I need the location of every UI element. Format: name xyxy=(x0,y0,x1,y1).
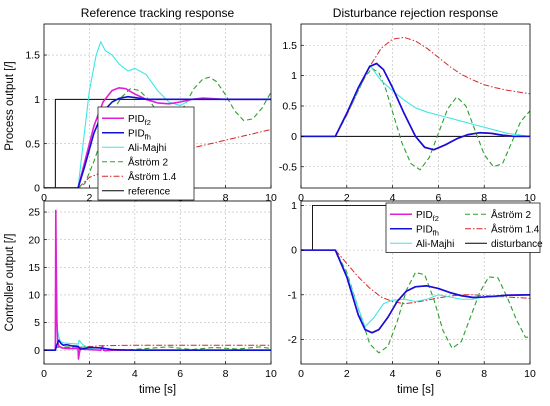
x-tick-label: 2 xyxy=(86,192,92,204)
y-tick-label: 0.5 xyxy=(282,101,297,113)
x-tick-label: 10 xyxy=(265,368,277,380)
panel-bl: 0 2 4 6 8 10 0 5 10 15 20 25 time [s] Controller outp… xyxy=(4,200,277,396)
y-tick-label: 25 xyxy=(28,207,40,219)
x-tick-label: 4 xyxy=(390,192,396,204)
plot-frame xyxy=(300,200,531,365)
x-tick-label: 8 xyxy=(223,368,229,380)
series-astrom2 xyxy=(44,346,271,351)
legend-subscript: fh xyxy=(145,132,151,141)
y-tick-label: -0.5 xyxy=(279,161,297,173)
series-astrom2 xyxy=(301,249,530,354)
x-tick-label: 10 xyxy=(524,368,536,380)
y-tick-label: 1 xyxy=(34,94,40,106)
series-group xyxy=(44,209,271,360)
x-tick-label: 6 xyxy=(435,192,441,204)
panel-title: Disturbance rejection response xyxy=(333,6,499,20)
legend-label-astrom14: Åström 1.4 xyxy=(128,170,177,183)
series-pidfh xyxy=(44,95,271,188)
y-tick-label: 20 xyxy=(28,234,40,246)
series-astrom14 xyxy=(44,129,271,188)
x-tick-label: 2 xyxy=(86,368,92,380)
series-pidfh xyxy=(301,62,530,151)
x-axis-label: time [s] xyxy=(397,384,434,396)
legend-label-astrom2: Åström 2 xyxy=(128,155,168,168)
x-tick-label: 2 xyxy=(344,192,350,204)
legend-subscript: f2 xyxy=(433,214,439,223)
x-tick-label: 0 xyxy=(298,368,304,380)
series-astrom14 xyxy=(301,36,530,137)
x-tick-label: 10 xyxy=(524,192,536,204)
series-pidf2 xyxy=(301,249,530,334)
series-group xyxy=(301,36,530,171)
x-tick-label: 4 xyxy=(132,368,138,380)
legend-label-pidf2: PIDf2 xyxy=(416,210,439,223)
x-tick-label: 10 xyxy=(265,192,277,204)
y-axis-label: Process output [/] xyxy=(4,61,16,151)
legend-subscript: fh xyxy=(433,228,439,237)
panel-br: 0 2 4 6 8 10 -2 -1 0 1 time [s] PIDf2 Åström 2 PIDfh Å… xyxy=(288,200,543,396)
y-tick-label: 1 xyxy=(291,200,297,212)
panel-title: Reference tracking response xyxy=(81,6,235,20)
x-tick-label: 0 xyxy=(41,368,47,380)
x-tick-label: 6 xyxy=(177,368,183,380)
x-tick-label: 2 xyxy=(344,368,350,380)
y-tick-label: 5 xyxy=(34,317,40,329)
y-tick-label: -1 xyxy=(288,289,297,301)
x-tick-label: 8 xyxy=(481,368,487,380)
series-astrom2 xyxy=(301,67,530,171)
y-tick-label: 1 xyxy=(291,70,297,82)
series-ali xyxy=(301,249,530,328)
series-astrom14 xyxy=(301,249,530,305)
series-pidfh xyxy=(44,339,271,351)
y-tick-label: 0.5 xyxy=(25,138,40,150)
legend-label-astrom14: Åström 1.4 xyxy=(491,222,540,235)
legend-box xyxy=(385,202,541,253)
legend-box xyxy=(97,106,195,201)
y-tick-label: 10 xyxy=(28,290,40,302)
legend-label-ali: Ali-Majhi xyxy=(416,239,454,250)
x-tick-label: 8 xyxy=(223,192,229,204)
x-axis-label: time [s] xyxy=(139,384,176,396)
legend-label-astrom2: Åström 2 xyxy=(491,208,531,221)
x-tick-label: 8 xyxy=(481,192,487,204)
y-axis-label: Controller output [/] xyxy=(4,234,16,332)
series-ali xyxy=(301,64,530,137)
y-tick-label: 0 xyxy=(291,245,297,257)
y-tick-label: -2 xyxy=(288,334,297,346)
series-pidfh xyxy=(301,249,530,334)
x-tick-label: 0 xyxy=(41,192,47,204)
x-tick-label: 6 xyxy=(435,368,441,380)
legend-label-pidfh: PIDfh xyxy=(128,128,151,141)
panel-tr: 0 2 4 6 8 10 -0.5 0 0.5 1 1.5 Disturbance rejection… xyxy=(279,6,536,204)
y-tick-label: 15 xyxy=(28,262,40,274)
legend-label-pidf2: PIDf2 xyxy=(128,114,151,127)
series-pidf2 xyxy=(44,209,271,360)
y-tick-label: 1.5 xyxy=(282,40,297,52)
series-ali xyxy=(44,291,271,351)
legend-label-ref: disturbance xyxy=(491,239,543,250)
x-tick-label: 0 xyxy=(298,192,304,204)
legend-label-ali: Ali-Majhi xyxy=(128,143,166,154)
plot-frame xyxy=(43,200,272,365)
legend-label-pidfh: PIDfh xyxy=(416,224,439,237)
legend: PIDf2 Åström 2 PIDfh Åström 1.4 Ali-Majhi dis… xyxy=(385,202,543,253)
plot-frame xyxy=(300,23,531,189)
y-tick-label: 0 xyxy=(34,183,40,195)
x-tick-label: 4 xyxy=(390,368,396,380)
y-tick-label: 0 xyxy=(291,131,297,143)
legend-label-ref: reference xyxy=(128,186,171,197)
y-tick-label: 0 xyxy=(34,345,40,357)
legend-subscript: f2 xyxy=(145,118,151,127)
y-tick-label: 1.5 xyxy=(25,50,40,62)
